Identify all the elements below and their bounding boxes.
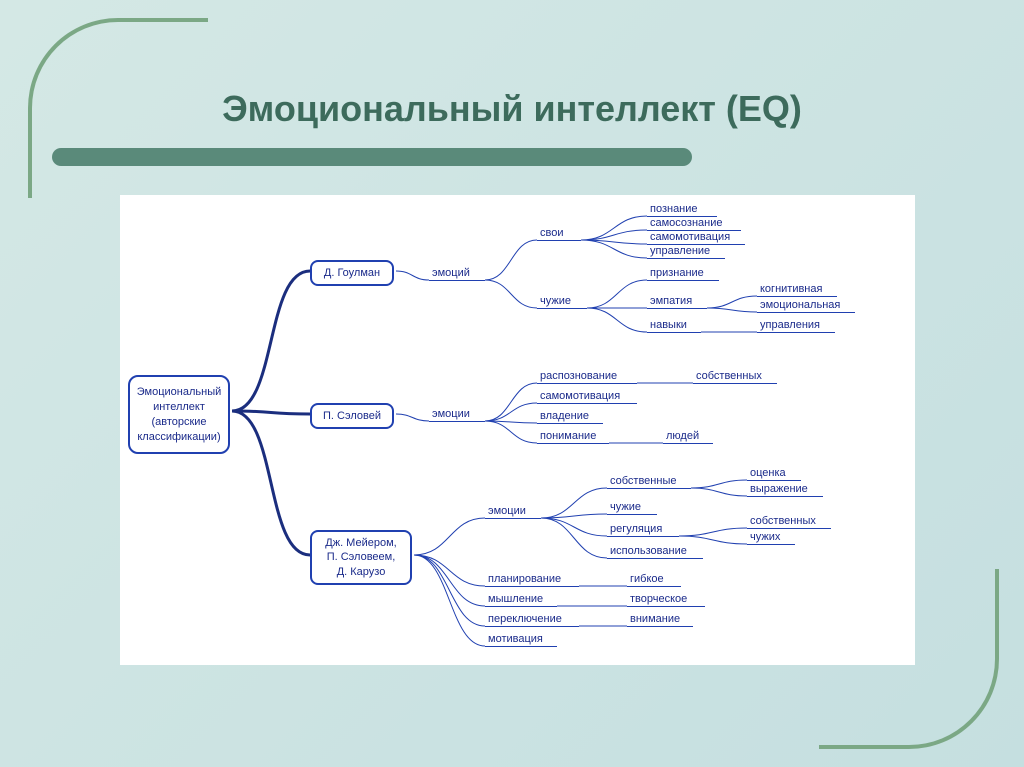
node-goulman-c0-l1: самосознание <box>650 217 723 229</box>
title-underline <box>52 148 692 166</box>
node-salovey-c1: самомотивация <box>540 390 620 402</box>
node-salovey-c0-l0: собственных <box>696 370 762 382</box>
node-mayer-c0-l2-underline <box>607 536 679 537</box>
node-mayer-c1-underline <box>485 586 579 587</box>
node-mayer-c0-l3-underline <box>607 558 703 559</box>
node-salovey-c2: владение <box>540 410 589 422</box>
node-salovey-c3-l0-underline <box>663 443 713 444</box>
slide-title: Эмоциональный интеллект (EQ) <box>0 88 1024 130</box>
node-salovey-c3-underline <box>537 443 609 444</box>
node-goulman-c1-l0-underline <box>647 280 719 281</box>
node-mayer-c0-underline <box>485 518 541 519</box>
node-goulman-c1-underline <box>537 308 587 309</box>
node-goulman-c1-l1: эмпатия <box>650 295 692 307</box>
node-mayer-c0-l0-underline <box>607 488 691 489</box>
node-mayer-c1: планирование <box>488 573 561 585</box>
node-salovey-c0-underline <box>537 383 637 384</box>
node-mayer-c2-l0-underline <box>627 606 705 607</box>
node-salovey-c1-underline <box>537 403 637 404</box>
node-salovey-mid: эмоции <box>432 408 470 420</box>
node-goulman-mid-underline <box>429 280 485 281</box>
node-mayer-c0-l2: регуляция <box>610 523 662 535</box>
node-mayer-c3-l0-underline <box>627 626 693 627</box>
node-goulman-c1: чужие <box>540 295 571 307</box>
author-mayer: Дж. Мейером,П. Сэловеем,Д. Карузо <box>310 530 412 585</box>
node-goulman-c1-l2-s0-underline <box>757 332 835 333</box>
node-goulman-c1-l2: навыки <box>650 319 687 331</box>
node-mayer-c3-l0: внимание <box>630 613 680 625</box>
node-goulman-c1-l0: признание <box>650 267 704 279</box>
node-goulman-c0-l0: познание <box>650 203 698 215</box>
node-salovey-c0: распознование <box>540 370 617 382</box>
root-node: Эмоциональныйинтеллект(авторскиеклассифи… <box>128 375 230 454</box>
node-mayer-c1-l0: гибкое <box>630 573 664 585</box>
node-mayer-c0-l2-s1: чужих <box>750 531 780 543</box>
node-goulman-c0: свои <box>540 227 563 239</box>
node-salovey-c0-l0-underline <box>693 383 777 384</box>
node-goulman-c1-l2-s0: управления <box>760 319 820 331</box>
node-goulman-mid: эмоций <box>432 267 470 279</box>
node-goulman-c1-l1-underline <box>647 308 707 309</box>
node-goulman-c0-l3-underline <box>647 258 725 259</box>
node-goulman-c0-l2: самомотивация <box>650 231 730 243</box>
node-mayer-c2-underline <box>485 606 557 607</box>
node-salovey-c2-underline <box>537 423 603 424</box>
node-mayer-c0-l0-s1: выражение <box>750 483 808 495</box>
node-goulman-c1-l1-s1: эмоциональная <box>760 299 840 311</box>
node-mayer-c0-l2-s0: собственных <box>750 515 816 527</box>
node-mayer-c0-l1-underline <box>607 514 657 515</box>
node-mayer-c2-l0: творческое <box>630 593 687 605</box>
author-salovey: П. Сэловей <box>310 403 394 429</box>
node-goulman-c1-l1-s0: когнитивная <box>760 283 822 295</box>
slide: Эмоциональный интеллект (EQ) Эмоциональн… <box>0 0 1024 767</box>
node-mayer-c3: переключение <box>488 613 562 625</box>
node-salovey-c3: понимание <box>540 430 596 442</box>
node-mayer-c2: мышление <box>488 593 543 605</box>
node-mayer-c0-l0-s0: оценка <box>750 467 786 479</box>
node-goulman-c0-l3: управление <box>650 245 710 257</box>
node-mayer-c0-l0-s0-underline <box>747 480 801 481</box>
node-mayer-c3-underline <box>485 626 579 627</box>
node-mayer-c0-l2-s0-underline <box>747 528 831 529</box>
node-mayer-c0-l0-s1-underline <box>747 496 823 497</box>
node-mayer-c4: мотивация <box>488 633 543 645</box>
node-goulman-c0-underline <box>537 240 581 241</box>
node-mayer-c0-l3: использование <box>610 545 687 557</box>
node-mayer-c1-l0-underline <box>627 586 681 587</box>
mindmap-diagram: Эмоциональныйинтеллект(авторскиеклассифи… <box>120 195 915 665</box>
node-goulman-c1-l1-s1-underline <box>757 312 855 313</box>
node-mayer-c0-l0: собственные <box>610 475 676 487</box>
node-mayer-c0-l1: чужие <box>610 501 641 513</box>
node-mayer-c4-underline <box>485 646 557 647</box>
author-goulman: Д. Гоулман <box>310 260 394 286</box>
node-mayer-c0-l2-s1-underline <box>747 544 795 545</box>
node-goulman-c1-l2-underline <box>647 332 701 333</box>
node-salovey-c3-l0: людей <box>666 430 699 442</box>
node-mayer-c0: эмоции <box>488 505 526 517</box>
node-salovey-mid-underline <box>429 421 485 422</box>
node-goulman-c1-l1-s0-underline <box>757 296 837 297</box>
